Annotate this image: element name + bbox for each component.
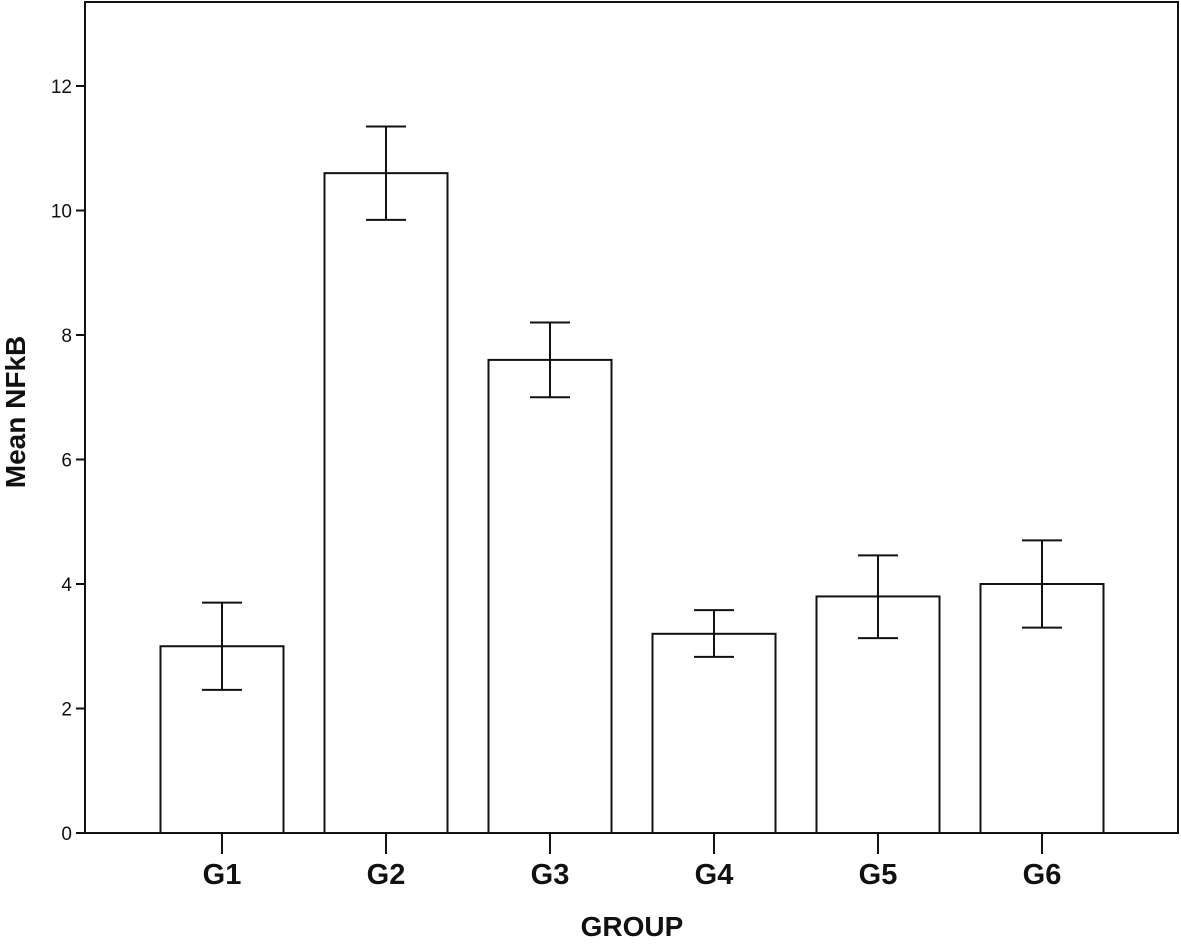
error-bars	[202, 125, 1062, 691]
x-tick-label: G3	[531, 859, 570, 891]
y-tick-label: 4	[61, 575, 72, 596]
x-tick-label: G5	[859, 859, 898, 891]
y-tick-label: 8	[61, 326, 72, 347]
y-tick-label: 0	[61, 824, 72, 845]
y-tick-label: 12	[51, 77, 72, 98]
y-axis-ticks: 0 2 4 6 8 10 12	[51, 77, 85, 845]
y-tick-label: 10	[51, 202, 72, 223]
x-tick-label: G6	[1023, 859, 1062, 891]
bars	[159, 172, 1105, 835]
y-axis-title: Mean NFkB	[0, 336, 31, 488]
y-tick-label: 6	[61, 451, 72, 472]
bar	[487, 358, 613, 834]
x-axis-title: GROUP	[581, 911, 684, 942]
x-tick-label: G1	[203, 859, 242, 891]
x-tick-label: G4	[695, 859, 734, 891]
bar	[651, 632, 777, 834]
x-axis-ticks: G1 G2 G3 G4 G5 G6	[203, 833, 1062, 891]
bar	[323, 172, 449, 834]
plot-frame	[84, 1, 1179, 834]
x-tick-label: G2	[367, 859, 406, 891]
y-tick-label: 2	[61, 700, 72, 721]
